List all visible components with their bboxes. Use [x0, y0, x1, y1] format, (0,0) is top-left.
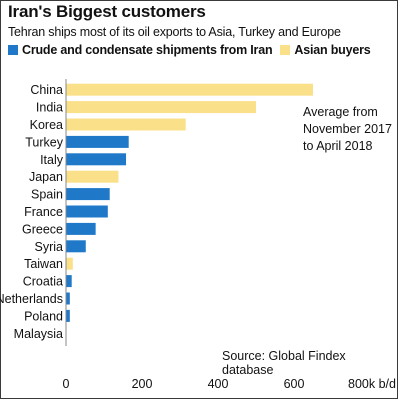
bar-japan — [66, 170, 119, 183]
bar-syria — [66, 240, 86, 253]
x-tick-label-2: 400 — [208, 377, 229, 391]
legend-label-asian: Asian buyers — [294, 43, 371, 57]
chart-legend: Crude and condensate shipments from Iran… — [8, 43, 379, 57]
category-label-france: France — [24, 205, 63, 219]
bar-india — [66, 101, 256, 114]
bar-korea — [66, 118, 186, 131]
x-tick-label-0: 0 — [63, 377, 70, 391]
legend-swatch-crude — [8, 45, 18, 55]
bar-italy — [66, 153, 127, 166]
chart-subtitle: Tehran ships most of its oil exports to … — [8, 25, 341, 39]
bar-turkey — [66, 135, 129, 148]
legend-swatch-asian — [280, 45, 291, 55]
bar-netherlands — [66, 292, 70, 305]
category-label-turkey: Turkey — [25, 135, 63, 149]
legend-label-crude: Crude and condensate shipments from Iran — [22, 43, 273, 57]
chart-title: Iran's Biggest customers — [8, 2, 206, 21]
chart-source: Source: Global Findex database — [222, 349, 346, 377]
category-label-china: China — [30, 83, 63, 97]
category-label-italy: Italy — [40, 153, 64, 167]
category-label-malaysia: Malaysia — [14, 327, 63, 341]
category-label-taiwan: Taiwan — [24, 257, 63, 271]
bar-spain — [66, 188, 110, 201]
bar-poland — [66, 309, 70, 322]
category-label-greece: Greece — [22, 222, 63, 236]
legend-item-asian: Asian buyers — [280, 43, 371, 57]
chart-annotation: Average from November 2017 to April 2018 — [303, 104, 392, 155]
bar-croatia — [66, 275, 72, 288]
category-label-spain: Spain — [31, 188, 63, 202]
category-label-syria: Syria — [35, 240, 64, 254]
category-label-poland: Poland — [24, 309, 63, 323]
category-label-croatia: Croatia — [23, 275, 63, 289]
x-tick-label-1: 200 — [132, 377, 153, 391]
category-label-netherlands: Netherlands — [0, 292, 63, 306]
category-label-india: India — [36, 101, 63, 115]
x-tick-label-4: 800k b/d — [348, 377, 396, 391]
bar-china — [66, 83, 313, 96]
annotation-line-3: to April 2018 — [303, 139, 373, 153]
bar-taiwan — [66, 257, 73, 270]
annotation-line-1: Average from — [303, 105, 378, 119]
x-tick-label-3: 600 — [284, 377, 305, 391]
annotation-line-2: November 2017 — [303, 122, 392, 136]
category-label-japan: Japan — [29, 170, 63, 184]
category-label-korea: Korea — [30, 118, 63, 132]
legend-item-crude: Crude and condensate shipments from Iran — [8, 43, 273, 57]
bar-greece — [66, 222, 96, 235]
bar-france — [66, 205, 108, 218]
